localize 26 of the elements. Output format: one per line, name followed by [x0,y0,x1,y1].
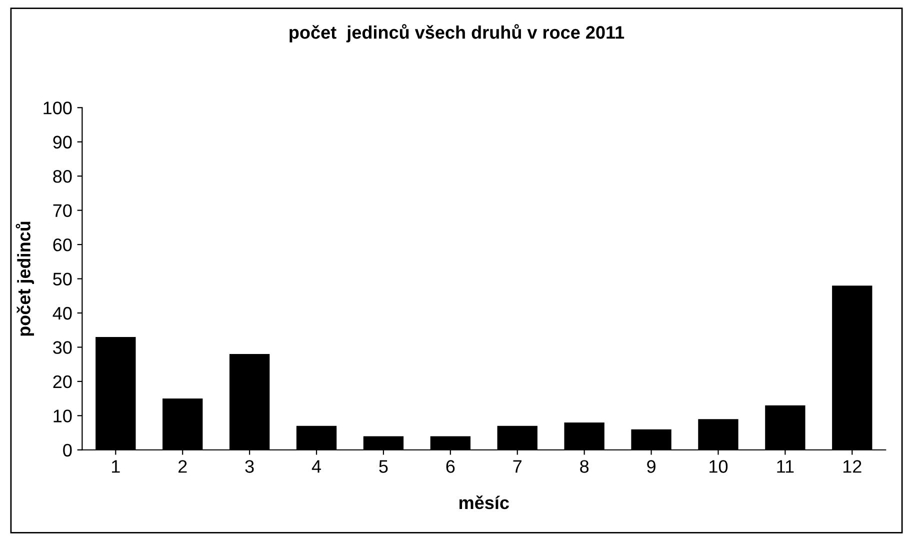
y-tick-label: 10 [54,410,72,422]
x-tick-label: 9 [647,460,656,473]
y-tick-label: 50 [53,272,72,286]
x-tick-label: 2 [178,460,187,473]
chart-title: počet jedinců všech druhů v roce 2011 [290,24,624,42]
y-tick-label: 0 [63,444,72,457]
x-tick-label: 7 [513,460,522,473]
y-tick-label: 100 [44,102,72,114]
x-tick-label: 5 [379,460,388,473]
y-axis-title: počet jedinců [16,222,34,336]
x-tick-label: 4 [312,460,321,473]
y-tick-label: 90 [53,136,72,149]
y-tick-label: 40 [52,306,72,320]
y-tick-label: 30 [53,341,72,354]
x-tick-label: 1 [112,460,120,473]
y-tick-label: 60 [53,238,72,252]
x-tick-label: 6 [446,460,455,473]
x-axis-title: měsíc [459,495,509,510]
x-tick-label: 12 [843,460,862,473]
x-tick-label: 10 [710,460,728,473]
x-tick-label: 3 [245,460,254,473]
x-tick-label: 11 [777,460,794,473]
y-tick-label: 20 [53,375,72,388]
y-tick-label: 70 [53,204,72,218]
x-tick-label: 8 [580,460,589,473]
y-tick-label: 80 [53,170,72,183]
